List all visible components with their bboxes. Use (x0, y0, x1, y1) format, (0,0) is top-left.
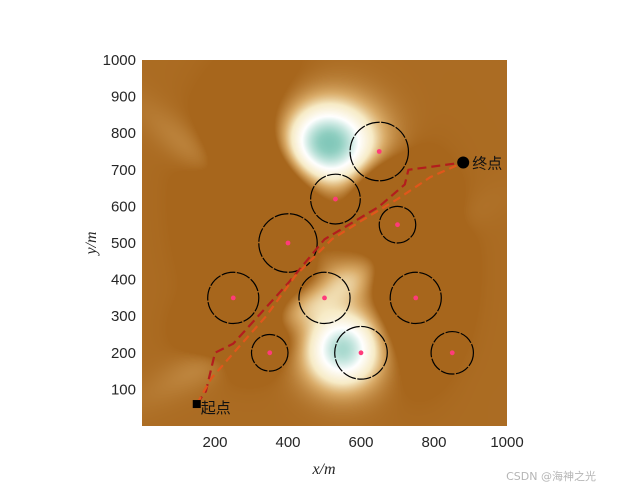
x-tick-label: 400 (275, 434, 300, 451)
y-tick-label: 800 (111, 125, 136, 142)
threat-circle (298, 271, 351, 325)
threat-circle (378, 205, 417, 244)
threat-circle (207, 271, 260, 325)
threat-circles (207, 121, 475, 380)
threat-center-point (376, 149, 382, 154)
threat-center-point (267, 350, 273, 356)
y-tick-label: 900 (111, 89, 136, 106)
start-marker (192, 400, 201, 409)
y-tick-label: 500 (111, 235, 136, 252)
threat-center-point (358, 350, 364, 356)
start-label: 起点 (201, 399, 231, 417)
watermark-author: @海神之光 (541, 470, 596, 483)
threat-circle (334, 325, 388, 380)
threat-circle (250, 333, 289, 372)
terrain-heatmap (142, 60, 507, 426)
threat-center-point (333, 196, 338, 202)
threat-centers (230, 149, 455, 356)
threat-center-point (230, 295, 236, 301)
threat-circle (389, 271, 442, 325)
threat-center-point (449, 350, 455, 356)
y-tick-label: 1000 (103, 52, 136, 69)
threat-center-point (395, 222, 400, 228)
x-tick-label: 1000 (490, 434, 523, 451)
watermark-source: CSDN (506, 470, 538, 483)
threat-center-point (322, 295, 327, 301)
y-tick-labels: 100 200 300 400 500 600 700 800 900 1000 (103, 52, 136, 398)
path-series-1 (195, 161, 464, 405)
path-series-2 (195, 161, 464, 405)
y-tick-label: 300 (111, 308, 136, 325)
x-tick-label: 800 (421, 434, 446, 451)
y-tick-label: 200 (111, 345, 136, 362)
flight-paths (195, 161, 464, 405)
x-tick-label: 200 (202, 434, 227, 451)
end-label: 终点 (472, 154, 502, 172)
y-tick-label: 100 (111, 381, 136, 398)
threat-center-point (285, 240, 291, 246)
watermark: CSDN @海神之光 (506, 468, 596, 484)
y-tick-label: 400 (111, 272, 136, 289)
threat-center-point (413, 295, 419, 301)
endpoint-markers: 起点 终点 (192, 154, 502, 417)
y-tick-label: 600 (111, 198, 136, 215)
threat-circle (349, 121, 410, 182)
threat-circle (430, 330, 475, 375)
y-tick-label: 700 (111, 162, 136, 179)
x-tick-label: 600 (348, 434, 373, 451)
end-marker (457, 156, 470, 169)
threat-circle (258, 213, 318, 273)
y-axis-label: y/m (83, 231, 100, 256)
threat-circle (310, 173, 361, 225)
x-tick-labels: 200 400 600 800 1000 (202, 434, 523, 451)
x-axis-label: x/m (311, 461, 335, 478)
